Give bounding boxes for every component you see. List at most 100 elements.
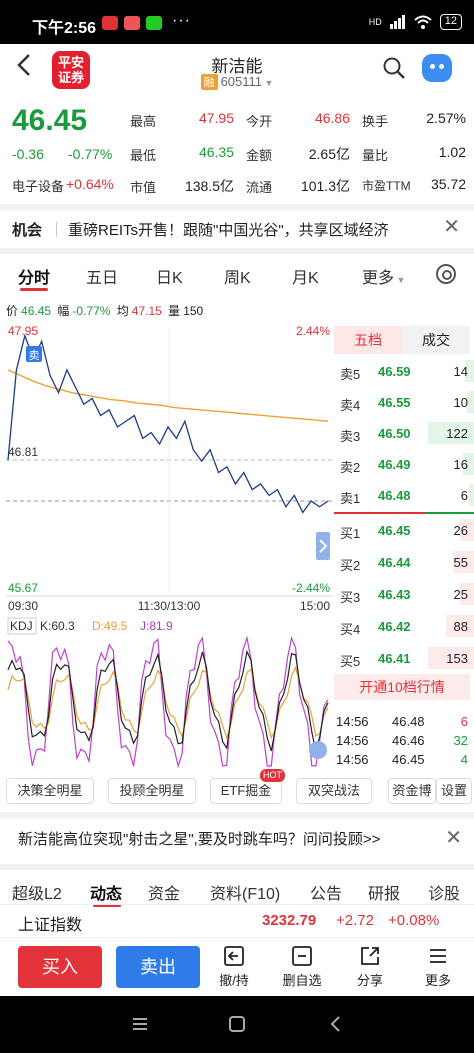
sell-level-row[interactable]: 卖2 46.49 16 [334,451,474,477]
stat-value: 101.3亿 [300,178,350,194]
average-price-line [7,369,329,422]
chip-settings[interactable]: 设置 [436,778,472,804]
level-volume: 153 [446,651,468,666]
pct-max-label: 2.44% [296,324,330,338]
stat-label: 量比 [362,148,389,163]
stat-value: 2.65亿 [308,146,350,162]
sell-level-row[interactable]: 卖5 46.59 14 [334,358,474,384]
chip-etf[interactable]: ETF掘金 HOT [210,769,285,804]
level-label: 卖4 [340,398,361,413]
buy-level-row[interactable]: 买2 46.44 55 [334,549,474,575]
news-banner[interactable]: 新洁能高位突现"射击之星",要及时跳车吗？问问投顾>> ✕ [0,812,474,858]
sell-button[interactable]: 卖出 [116,946,200,988]
tab-daily-k[interactable]: 日K [156,270,183,287]
tick-volume: 4 [460,752,468,767]
price-label: 价 [6,304,19,318]
chip-decision-stars[interactable]: 决策全明星 [6,778,94,804]
tab-five-day[interactable]: 五日 [86,270,119,287]
status-bar: 下午2:56 ··· HD 12 [0,0,474,44]
home-icon[interactable] [227,1014,247,1034]
index-bar[interactable]: 上证指数 3232.79 +2.72 +0.08% [0,904,474,938]
sell-level-row[interactable]: 卖1 46.48 6 [334,482,474,508]
sell-level-row[interactable]: 卖4 46.55 10 [334,389,474,415]
stat-value: 35.72 [430,176,466,192]
share-button[interactable]: 分享 [348,944,392,989]
stat-label: 换手 [362,114,389,129]
level-label: 买5 [340,654,361,669]
stock-code-selector[interactable]: 融 605111 ▼ [0,74,474,90]
tab-trades[interactable]: 成交 [422,332,450,348]
chevron-down-icon: ▼ [262,78,274,88]
y-min-label: 45.67 [8,581,38,595]
tick-time: 14:56 [336,714,369,729]
undo-hold-button[interactable]: 撤/持 [212,944,256,989]
tab-monthly-k[interactable]: 月K [292,270,319,287]
opportunity-banner[interactable]: 机会 重磅REITs开售！跟随"中国光谷"，共享区域经济 ✕ [0,204,474,242]
tick-time: 14:56 [336,752,369,767]
more-button[interactable]: 更多 [416,944,460,989]
recents-icon[interactable] [130,1014,150,1034]
kdj-d-value: D:49.5 [92,619,128,633]
divider [56,222,57,237]
tab-more[interactable]: 更多 ▼ [362,264,405,288]
level-label: 卖1 [340,491,361,506]
chip-advisor-stars[interactable]: 投顾全明星 [108,778,196,804]
close-icon[interactable]: ✕ [443,216,460,238]
sell-marker [26,346,42,362]
open-level10-button[interactable]: 开通10档行情 [334,674,470,700]
notification-icons [102,16,162,30]
volume-bar [428,647,474,669]
chip-capital[interactable]: 资金博 [388,778,436,804]
buy-level-row[interactable]: 买3 46.43 25 [334,581,474,607]
tick-price: 46.45 [392,752,425,767]
tab-capital[interactable]: 资金 [148,886,181,903]
stat-value: 46.35 [198,144,234,160]
margin-badge: 融 [200,74,218,90]
tab-announcements[interactable]: 公告 [310,886,343,903]
sell-level-row[interactable]: 卖3 46.50 122 [334,420,474,446]
index-name: 上证指数 [18,917,83,934]
gear-icon[interactable] [436,264,456,284]
back-nav-icon[interactable] [326,1014,346,1034]
buy-level-row[interactable]: 买4 46.42 88 [334,613,474,639]
buy-button[interactable]: 买入 [18,946,102,988]
level-label: 卖5 [340,367,361,382]
wifi-icon [414,15,432,29]
signal-icon [389,15,405,29]
assistant-robot-icon[interactable] [422,54,452,82]
chip-double-break[interactable]: 双突战法 [296,778,372,804]
buy-level-row[interactable]: 买5 46.41 153 [334,645,474,671]
undo-icon [224,946,244,966]
volume-bar [428,422,474,444]
status-time: 下午2:56 [32,20,97,37]
undo-hold-label: 撤/持 [219,973,249,988]
tab-research[interactable]: 研报 [368,886,401,903]
buy-level-row[interactable]: 买1 46.45 26 [334,517,474,543]
remove-icon [292,946,312,966]
trade-tick: 14:56 46.48 6 [334,714,474,732]
tab-diagnose[interactable]: 诊股 [428,886,461,903]
tick-price: 46.46 [392,733,425,748]
kdj-j-value: J:81.9 [140,619,173,633]
search-icon[interactable] [382,56,406,80]
level-volume: 88 [453,619,468,634]
kdj-chart[interactable]: KDJ K:60.3 D:49.5 J:81.9 [6,616,332,772]
close-icon[interactable]: ✕ [445,827,462,849]
stat-label: 最高 [130,114,157,129]
tab-intraday[interactable]: 分时 [18,270,51,287]
tab-five-levels[interactable]: 五档 [334,326,402,354]
stock-header: 平安 证券 新洁能 融 605111 ▼ [0,44,474,98]
level-label: 买2 [340,558,361,573]
tick-volume: 6 [460,714,468,729]
tab-weekly-k[interactable]: 周K [224,270,251,287]
intraday-chart[interactable]: 47.95 2.44% 46.81 45.67 -2.44% 09:30 11:30/13:… [6,320,332,616]
tab-news[interactable]: 动态 [90,886,123,903]
industry-name[interactable]: 电子设备 [12,179,65,194]
detail-tabs: 超级L2 动态 资金 资料(F10) 公告 研报 诊股 [0,864,474,907]
tab-f10[interactable]: 资料(F10) [210,886,281,903]
vol-label: 量 [168,304,181,318]
back-button[interactable] [16,52,32,85]
remove-watchlist-button[interactable]: 删自选 [280,944,324,989]
tab-super-l2[interactable]: 超级L2 [12,886,62,903]
kdj-background [6,616,332,772]
